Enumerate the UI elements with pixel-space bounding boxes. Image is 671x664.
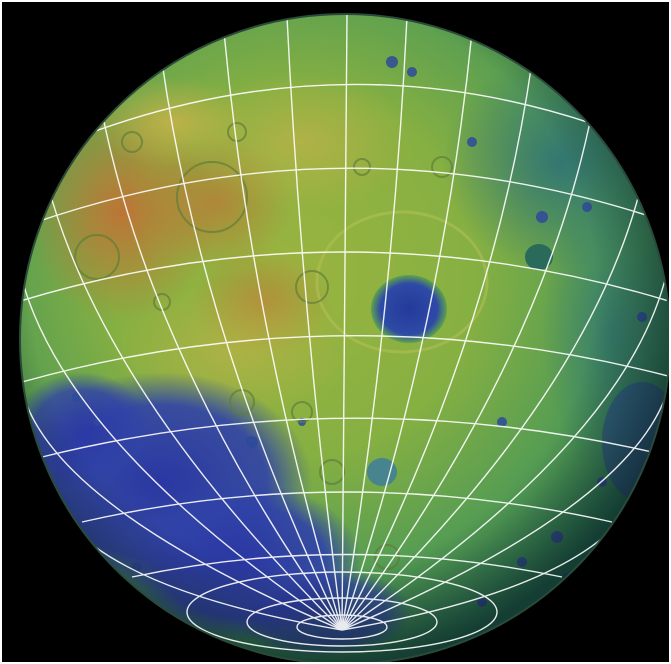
graticule-grid (20, 14, 669, 653)
globe-limb (19, 13, 669, 662)
